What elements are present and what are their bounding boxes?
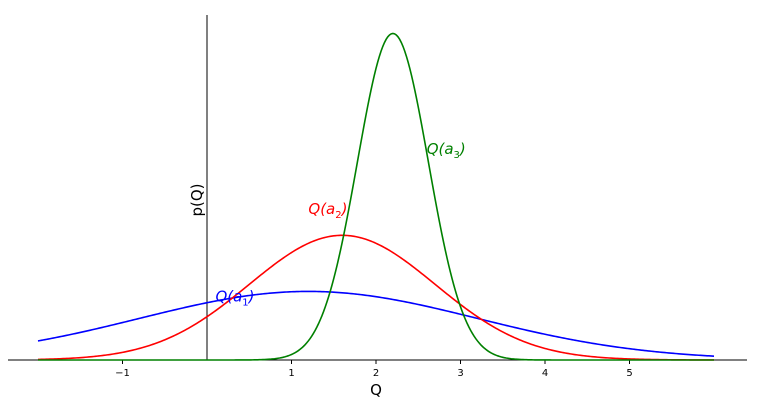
series-label-base: Q(a xyxy=(308,200,335,218)
x-tick-label: 1 xyxy=(288,368,294,379)
series-line-2 xyxy=(37,234,714,361)
series-label-close: ) xyxy=(459,140,466,158)
series-labels: Q(a1)Q(a2)Q(a3) xyxy=(215,140,465,309)
x-axis-label: Q xyxy=(370,381,382,399)
series-label-close: ) xyxy=(341,200,348,218)
series-label-subscript: 1 xyxy=(242,298,248,309)
series-group xyxy=(37,32,715,361)
series-line-3 xyxy=(38,32,714,361)
series-label-subscript: 2 xyxy=(335,210,341,221)
x-tick-label: 4 xyxy=(542,368,548,379)
series-label-2: Q(a2) xyxy=(308,200,347,221)
series-label-1: Q(a1) xyxy=(215,288,254,309)
x-tick-label: 5 xyxy=(626,368,632,379)
series-line-1 xyxy=(37,290,715,357)
x-ticks: −1 1 2 3 4 5 xyxy=(115,360,633,379)
series-label-3: Q(a3) xyxy=(427,140,466,161)
x-tick-label: −1 xyxy=(115,368,130,379)
series-label-base: Q(a xyxy=(215,288,242,306)
series-label-base: Q(a xyxy=(427,140,454,158)
y-axis-label: p(Q) xyxy=(188,183,206,216)
series-label-subscript: 3 xyxy=(454,150,460,161)
series-label-close: ) xyxy=(248,288,255,306)
x-tick-label: 2 xyxy=(373,368,379,379)
x-tick-label: 3 xyxy=(457,368,463,379)
